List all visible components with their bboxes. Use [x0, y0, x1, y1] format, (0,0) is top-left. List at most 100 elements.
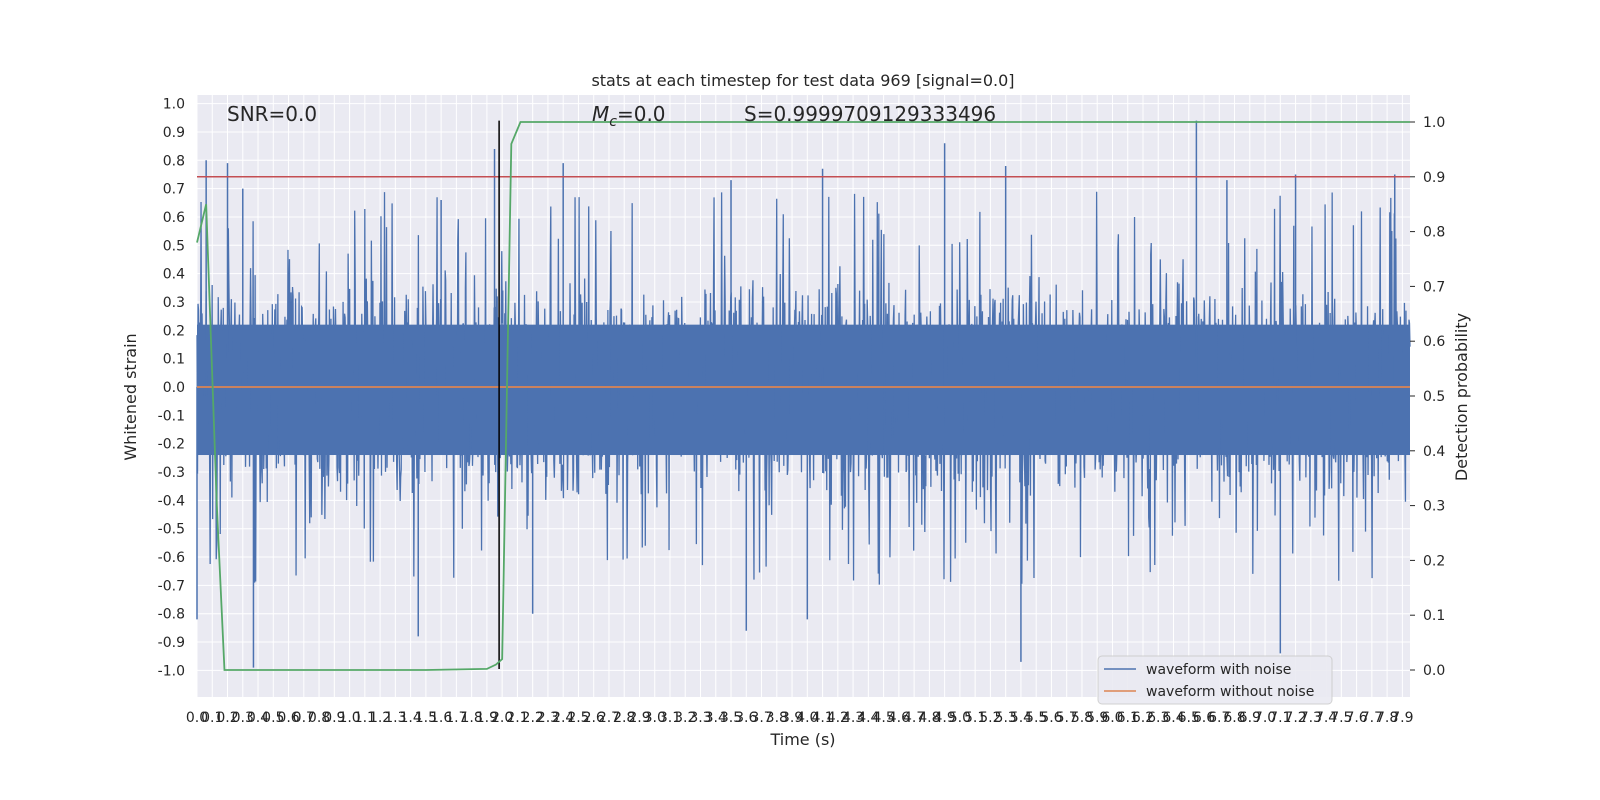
y-right-tick-label: 0.2 — [1423, 553, 1445, 569]
x-tick-label: 2.2 — [522, 710, 544, 726]
x-tick-label: 2.1 — [506, 710, 528, 726]
y-tick-label: -0.5 — [158, 522, 185, 538]
x-tick-label: 4.4 — [857, 710, 879, 726]
series-waveform-with-noise — [196, 120, 1411, 668]
x-tick-label: 7.1 — [1269, 710, 1291, 726]
y-tick-label: 0.9 — [163, 125, 185, 141]
y-tick-label: -0.8 — [158, 607, 185, 623]
x-tick-label: 1.3 — [384, 710, 406, 726]
x-tick-label: 2.6 — [583, 710, 605, 726]
x-tick-label: 6.1 — [1117, 710, 1139, 726]
y-tick-label: -0.6 — [158, 550, 185, 566]
y-tick-label: -0.9 — [158, 635, 185, 651]
x-tick-label: 0.7 — [293, 710, 315, 726]
x-tick-label: 0.5 — [262, 710, 284, 726]
plot-area — [196, 95, 1411, 697]
x-tick-label: 2.9 — [628, 710, 650, 726]
legend-label-clean: waveform without noise — [1146, 684, 1314, 700]
y-tick-label: -0.7 — [158, 578, 185, 594]
y-axis-right-ticks: 1.0 0.9 0.8 0.7 0.6 0.5 0.4 0.3 0.2 0.1 0.0 — [1410, 115, 1445, 679]
x-tick-label: 5.4 — [1010, 710, 1032, 726]
x-tick-label: 7.2 — [1284, 710, 1306, 726]
annotation-chirp-mass-value: =0.0 — [617, 102, 666, 126]
y-tick-label: 0.3 — [163, 295, 185, 311]
x-tick-label: 3.2 — [674, 710, 696, 726]
y-axis-right-label: Detection probability — [1452, 313, 1471, 481]
x-tick-label: 6.5 — [1178, 710, 1200, 726]
y-tick-label: -0.4 — [158, 493, 185, 509]
x-tick-label: 0.4 — [247, 710, 269, 726]
y-tick-label: -0.3 — [158, 465, 185, 481]
y-tick-label: 0.5 — [163, 238, 185, 254]
x-tick-label: 3.1 — [659, 710, 681, 726]
x-tick-label: 4.3 — [842, 710, 864, 726]
x-tick-label: 5.0 — [949, 710, 971, 726]
y-axis-label: Whitened strain — [121, 333, 140, 460]
x-tick-label: 7.5 — [1330, 710, 1352, 726]
x-tick-label: 5.6 — [1040, 710, 1062, 726]
x-tick-label: 0.2 — [216, 710, 238, 726]
x-tick-label: 4.7 — [903, 710, 925, 726]
y-tick-label: -1.0 — [158, 663, 185, 679]
x-tick-label: 1.2 — [369, 710, 391, 726]
x-tick-label: 7.7 — [1361, 710, 1383, 726]
y-tick-label: 0.1 — [163, 352, 185, 368]
y-tick-label: 0.0 — [163, 380, 185, 396]
x-tick-label: 3.4 — [705, 710, 727, 726]
annotation-snr: SNR=0.0 — [227, 102, 317, 126]
x-tick-label: 1.7 — [445, 710, 467, 726]
x-tick-label: 3.7 — [750, 710, 772, 726]
x-tick-label: 0.1 — [201, 710, 223, 726]
x-tick-label: 7.4 — [1315, 710, 1337, 726]
x-tick-label: 6.0 — [1101, 710, 1123, 726]
x-tick-label: 6.8 — [1223, 710, 1245, 726]
x-tick-label: 4.1 — [811, 710, 833, 726]
x-tick-label: 5.5 — [1025, 710, 1047, 726]
y-right-tick-label: 1.0 — [1423, 115, 1445, 131]
x-tick-label: 0.6 — [277, 710, 299, 726]
y-tick-label: 1.0 — [163, 97, 185, 113]
x-tick-label: 1.0 — [338, 710, 360, 726]
x-tick-label: 6.2 — [1132, 710, 1154, 726]
y-right-tick-label: 0.8 — [1423, 225, 1445, 241]
y-right-tick-label: 0.6 — [1423, 334, 1445, 350]
legend-label-noise: waveform with noise — [1146, 662, 1291, 678]
series-detection-probability — [196, 121, 1410, 671]
x-tick-label: 4.6 — [888, 710, 910, 726]
x-tick-label: 4.0 — [796, 710, 818, 726]
x-tick-label: 3.3 — [689, 710, 711, 726]
legend-box — [1097, 655, 1333, 705]
x-tick-label: 1.4 — [399, 710, 421, 726]
x-tick-label: 7.0 — [1254, 710, 1276, 726]
x-tick-label: 6.3 — [1147, 710, 1169, 726]
y-tick-label: 0.4 — [163, 267, 185, 283]
x-axis-ticks: 0.00.10.20.30.40.50.60.70.80.91.01.11.21… — [186, 710, 1414, 726]
x-tick-label: 5.2 — [979, 710, 1001, 726]
x-tick-label: 5.8 — [1071, 710, 1093, 726]
x-tick-label: 1.5 — [415, 710, 437, 726]
y-axis-left-ticks: 1.0 0.9 0.8 0.7 0.6 0.5 0.4 0.3 0.2 0.1 0.0 -0.1 -0.… — [158, 97, 185, 680]
x-tick-label: 1.8 — [461, 710, 483, 726]
x-tick-label: 6.7 — [1208, 710, 1230, 726]
x-tick-label: 4.5 — [872, 710, 894, 726]
overlay-lines — [196, 120, 1410, 671]
x-tick-label: 7.9 — [1391, 710, 1413, 726]
x-tick-label: 2.0 — [491, 710, 513, 726]
x-tick-label: 6.9 — [1239, 710, 1261, 726]
y-right-tick-label: 0.3 — [1423, 499, 1445, 515]
x-tick-label: 0.8 — [308, 710, 330, 726]
x-tick-label: 0.0 — [186, 710, 208, 726]
annotation-chirp-mass: Mc=0.0 — [592, 102, 666, 130]
y-tick-label: 0.6 — [163, 210, 185, 226]
y-tick-label: 0.2 — [163, 323, 185, 339]
annotation-chirp-mass-subscript: c — [609, 114, 617, 130]
x-tick-label: 1.9 — [476, 710, 498, 726]
x-tick-label: 6.4 — [1162, 710, 1184, 726]
y-right-tick-label: 0.4 — [1423, 444, 1445, 460]
y-tick-label: -0.2 — [158, 437, 185, 453]
x-axis-label: Time (s) — [769, 730, 835, 749]
y-tick-label: -0.1 — [158, 408, 185, 424]
x-tick-label: 7.3 — [1300, 710, 1322, 726]
x-tick-label: 3.6 — [735, 710, 757, 726]
y-tick-label: 0.8 — [163, 153, 185, 169]
